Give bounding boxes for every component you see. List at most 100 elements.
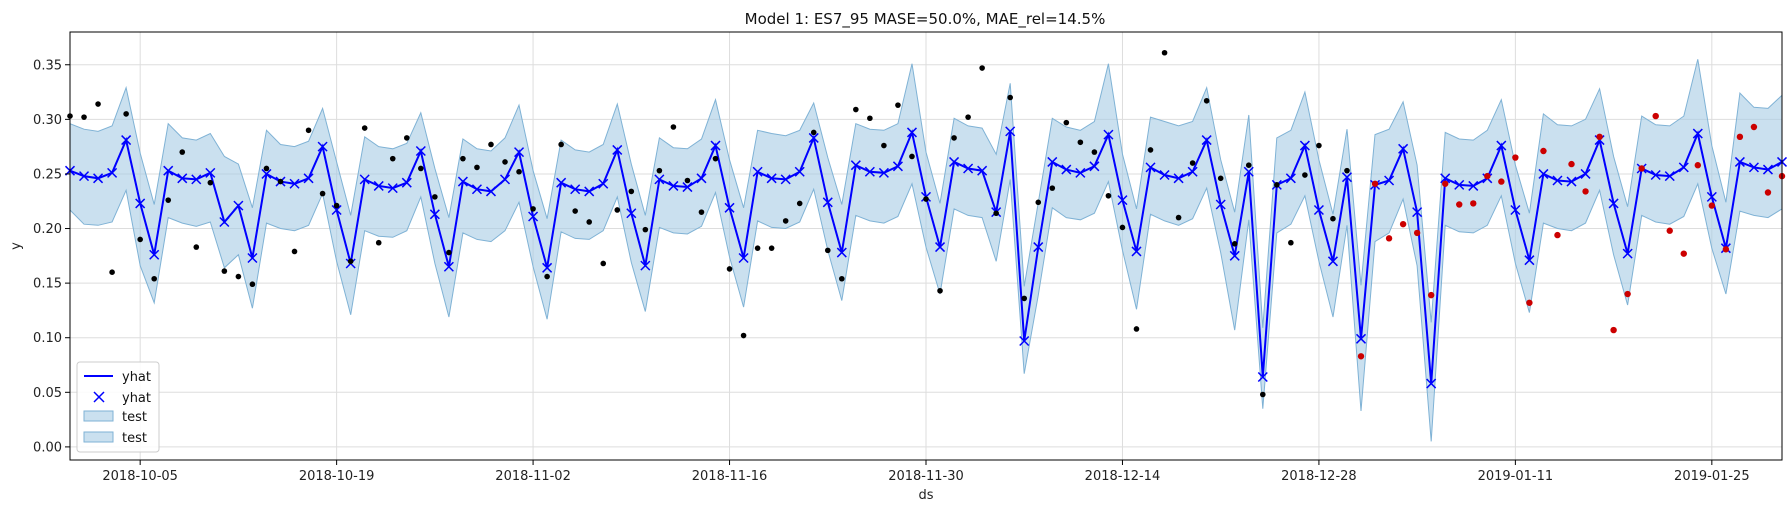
actual-point (979, 65, 985, 71)
y-tick-label: 0.10 (33, 331, 62, 346)
forecast-marker (1341, 172, 1353, 183)
forecast-marker (1313, 204, 1324, 215)
forecast-marker (387, 183, 398, 194)
x-tick-label: 2019-01-11 (1478, 469, 1554, 484)
forecast-marker (1496, 140, 1507, 151)
forecast-marker (1650, 170, 1661, 181)
test-point (1596, 133, 1603, 141)
actual-point (418, 165, 424, 172)
actual-point (474, 164, 480, 171)
forecast-marker (654, 174, 665, 185)
actual-point (502, 159, 508, 165)
actual-point (375, 239, 382, 246)
forecast-marker (1103, 129, 1114, 140)
actual-point (586, 219, 593, 225)
forecast-marker (205, 167, 216, 178)
actual-point (768, 245, 775, 251)
forecast-marker (359, 174, 370, 185)
y-axis-title: y (9, 242, 24, 250)
test-point (1638, 165, 1645, 172)
forecast-marker (163, 165, 174, 176)
forecast-marker (598, 178, 609, 189)
actual-points (67, 49, 1350, 398)
forecast-marker (1005, 126, 1016, 137)
actual-point (544, 273, 550, 280)
x-tick-label: 2018-10-05 (102, 469, 178, 484)
forecast-marker (1159, 170, 1170, 181)
test-points (1357, 112, 1786, 360)
actual-point (347, 258, 354, 265)
x-tick-label: 2019-01-25 (1674, 469, 1750, 484)
y-tick-label: 0.30 (33, 113, 62, 128)
actual-point (1133, 326, 1140, 332)
y-tick-label: 0.15 (33, 277, 62, 292)
forecast-marker (317, 141, 328, 152)
forecast-marker (808, 132, 819, 143)
actual-point (516, 168, 522, 175)
actual-point (1217, 175, 1224, 182)
actual-point (1063, 119, 1070, 126)
forecast-marker (963, 163, 974, 174)
forecast-marker (1243, 166, 1254, 177)
forecast-marker (1524, 255, 1535, 266)
actual-point (165, 197, 172, 203)
actual-point (488, 141, 494, 148)
actual-point (754, 245, 761, 251)
forecast-marker (1257, 371, 1268, 383)
legend-band-swatch (83, 410, 114, 422)
test-point (1736, 133, 1744, 141)
forecast-marker (1552, 175, 1563, 186)
forecast-marker (1622, 248, 1633, 259)
actual-point (1021, 295, 1028, 302)
actual-point (1035, 199, 1042, 206)
actual-point (867, 115, 873, 122)
actual-point (1330, 215, 1336, 222)
forecast-marker (514, 147, 525, 158)
forecast-marker (1692, 128, 1703, 139)
forecast-marker (1454, 179, 1465, 190)
test-point (1498, 178, 1505, 185)
forecast-marker (261, 168, 272, 179)
actual-point (853, 106, 859, 113)
test-point (1554, 231, 1561, 239)
actual-point (670, 124, 677, 130)
forecast-marker (1117, 195, 1128, 206)
actual-point (824, 247, 831, 254)
y-axis-ticks: 0.00 0.05 0.10 0.15 0.20 0.25 0.30 0.35 (33, 58, 70, 455)
forecast-marker (373, 180, 384, 191)
actual-point (740, 332, 747, 339)
forecast-marker (149, 249, 160, 260)
actual-point (277, 178, 284, 185)
y-tick-label: 0.20 (33, 222, 62, 237)
forecast-marker (1748, 162, 1759, 173)
actual-point (1274, 182, 1280, 188)
actual-point (684, 177, 691, 184)
test-point (1385, 235, 1393, 242)
forecast-marker (443, 261, 454, 272)
forecast-marker (1061, 164, 1072, 175)
plot-area (64, 31, 1788, 461)
forecast-marker (892, 161, 903, 172)
forecast-marker (1173, 173, 1184, 184)
actual-point (403, 135, 410, 141)
forecast-marker (724, 202, 735, 213)
forecast-marker (471, 184, 482, 195)
actual-point (1105, 192, 1112, 199)
actual-point (572, 208, 578, 214)
test-point (1694, 162, 1702, 169)
forecast-marker (864, 166, 875, 177)
forecast-marker (584, 186, 595, 197)
test-point (1722, 246, 1730, 253)
forecast-marker (668, 180, 679, 191)
actual-point (333, 202, 340, 209)
actual-point (937, 287, 943, 294)
forecast-marker (1187, 166, 1198, 177)
forecast-marker (822, 197, 833, 208)
actual-point (810, 129, 817, 136)
test-point (1413, 229, 1421, 237)
actual-point (1189, 160, 1196, 166)
forecast-marker (1468, 180, 1479, 191)
y-tick-label: 0.05 (33, 386, 62, 401)
actual-point (712, 155, 719, 162)
actual-point (614, 207, 621, 213)
